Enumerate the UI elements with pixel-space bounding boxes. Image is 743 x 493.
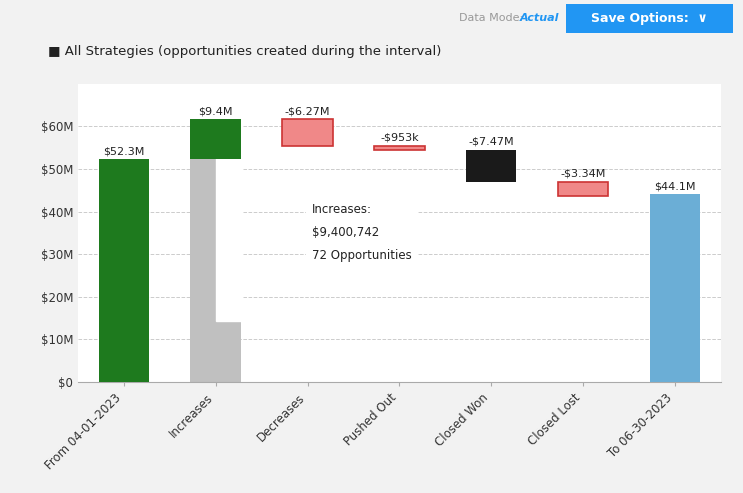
Text: $44.1M: $44.1M <box>654 181 695 191</box>
Bar <box>466 150 516 182</box>
Bar <box>282 119 333 146</box>
Bar <box>99 159 149 382</box>
Bar <box>215 119 242 321</box>
Text: Increases:
$9,400,742
72 Opportunities: Increases: $9,400,742 72 Opportunities <box>312 203 412 262</box>
Bar <box>282 119 333 146</box>
Text: Data Mode:: Data Mode: <box>459 13 527 23</box>
Text: ■ All Strategies (opportunities created during the interval): ■ All Strategies (opportunities created … <box>48 45 441 58</box>
Bar <box>190 119 241 382</box>
Text: Actual: Actual <box>520 13 559 23</box>
Text: $9.4M: $9.4M <box>198 106 233 116</box>
Text: -$7.47M: -$7.47M <box>468 137 514 147</box>
Text: -$6.27M: -$6.27M <box>285 106 331 116</box>
Bar <box>374 146 424 150</box>
Bar <box>374 146 424 150</box>
Text: Save Options:  ∨: Save Options: ∨ <box>591 12 708 25</box>
Text: $52.3M: $52.3M <box>103 146 145 156</box>
Bar <box>558 182 609 196</box>
Bar <box>190 119 241 159</box>
Text: -$953k: -$953k <box>380 133 418 143</box>
Bar <box>649 194 700 382</box>
Bar <box>558 182 609 196</box>
Text: -$3.34M: -$3.34M <box>560 169 606 179</box>
